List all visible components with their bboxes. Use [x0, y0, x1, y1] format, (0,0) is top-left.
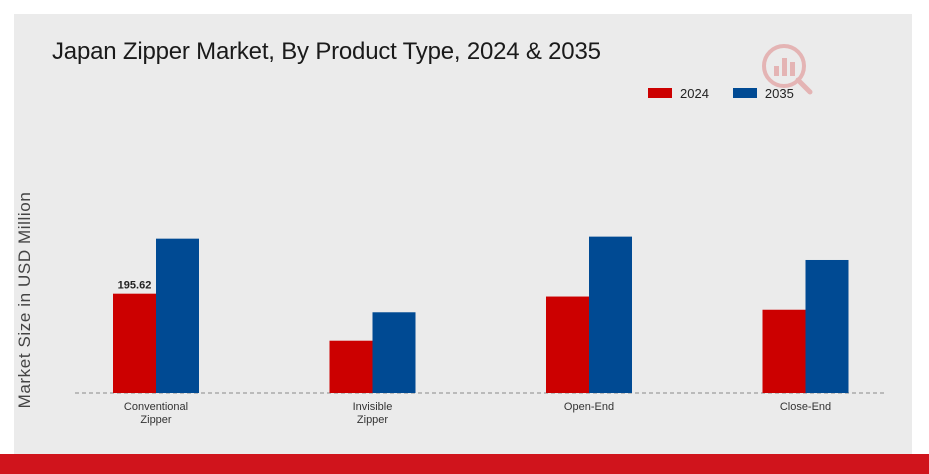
bar-2035-3 [805, 259, 849, 393]
legend-item-2035: 2035 [732, 85, 794, 101]
legend-label-2035: 2035 [764, 85, 794, 101]
bar-2035-1 [372, 312, 416, 393]
legend-label-2024: 2024 [680, 85, 709, 101]
bar-2024-3 [762, 309, 806, 393]
x-tick-label-2: Open-End [564, 401, 614, 413]
bar-2035-2 [589, 236, 632, 393]
legend: 2024 2035 [648, 85, 818, 101]
legend-swatch-2035 [732, 88, 757, 98]
legend-swatch-2024 [648, 88, 672, 98]
x-tick-label-1: Invisible Zipper [353, 401, 393, 426]
watermark-logo-icon [762, 44, 813, 95]
chart-title: Japan Zipper Market, By Product Type, 20… [52, 38, 601, 65]
legend-item-2024: 2024 [648, 86, 709, 101]
bar-2024-2 [546, 296, 589, 393]
bar-2024-0 [113, 293, 156, 393]
x-tick-label-0: Conventional Zipper [124, 401, 188, 426]
footer-bar [0, 454, 929, 474]
bar-2035-0 [156, 238, 199, 393]
bar-2024-1 [329, 340, 373, 393]
x-tick-label-3: Close-End [780, 401, 831, 413]
data-label-0: 195.62 [118, 280, 152, 292]
